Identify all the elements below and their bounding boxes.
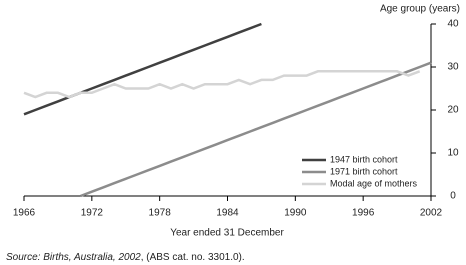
source-part: Source: Births, Australia, 2002 — [6, 252, 141, 263]
x-tick-label: 1966 — [13, 208, 36, 219]
x-axis-title: Year ended 31 December — [170, 228, 284, 239]
x-tick-label: 1978 — [149, 208, 172, 219]
legend-label: 1971 birth cohort — [330, 166, 398, 176]
series-line — [23, 22, 262, 116]
x-tick-label: 2002 — [420, 208, 443, 219]
source-part: , (ABS cat. no. 3301.0). — [141, 252, 245, 263]
series-line — [80, 61, 432, 198]
series-line — [23, 70, 421, 99]
x-tick-label: 1990 — [284, 208, 307, 219]
y-tick-label: 0 — [450, 191, 456, 202]
x-tick-label: 1996 — [352, 208, 375, 219]
legend-label: 1947 birth cohort — [330, 154, 398, 164]
y-tick-label: 30 — [447, 62, 459, 73]
x-tick-label: 1972 — [81, 208, 104, 219]
source-note: Source: Births, Australia, 2002, (ABS ca… — [6, 252, 245, 263]
y-axis-title: Age group (years) — [380, 4, 460, 15]
y-tick-label: 20 — [447, 105, 459, 116]
y-tick-label: 40 — [447, 19, 459, 30]
legend-label: Modal age of mothers — [330, 178, 418, 188]
x-tick-label: 1984 — [216, 208, 239, 219]
y-tick-label: 10 — [447, 148, 459, 159]
